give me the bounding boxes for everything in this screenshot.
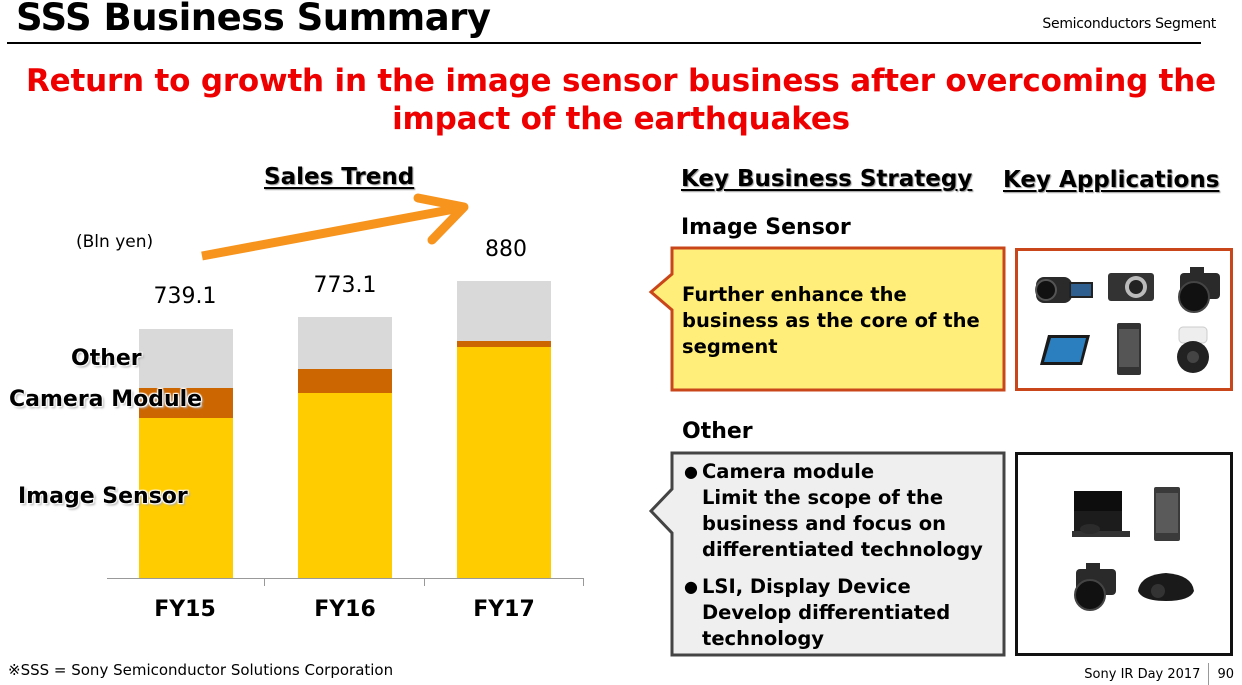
projector-icon bbox=[1138, 573, 1194, 601]
x-axis bbox=[107, 578, 584, 579]
series-label-image-sensor: Image Sensor bbox=[18, 484, 188, 509]
mirrorless-camera-icon bbox=[1074, 563, 1116, 611]
bar-segment-image-sensor bbox=[139, 418, 233, 579]
callout-shape bbox=[648, 246, 1006, 392]
image-sensor-applications bbox=[1015, 248, 1233, 391]
mirrorless-camera-icon bbox=[1178, 267, 1220, 313]
x-axis-tick bbox=[264, 578, 265, 586]
bullet-icon: ● bbox=[684, 577, 698, 596]
bar-total-fy16: 773.1 bbox=[313, 273, 377, 298]
smartphone-icon bbox=[1117, 323, 1141, 375]
category-label-fy17: FY17 bbox=[473, 597, 535, 622]
compact-camera-icon bbox=[1108, 273, 1154, 301]
sales-trend-heading: Sales Trend bbox=[264, 164, 415, 190]
event-name: Sony IR Day 2017 bbox=[1084, 666, 1201, 682]
bar-total-fy17: 880 bbox=[485, 237, 527, 262]
title-divider bbox=[7, 42, 1201, 44]
bar-fy16 bbox=[298, 317, 392, 579]
strategy-item-lsi-display: ● LSI, Display Device Develop differenti… bbox=[684, 575, 951, 650]
headline: Return to growth in the image sensor bus… bbox=[0, 62, 1242, 138]
footer-divider bbox=[1208, 663, 1210, 685]
series-label-other: Other bbox=[71, 346, 142, 371]
bar-total-fy15: 739.1 bbox=[153, 284, 217, 309]
bar-segment-image-sensor bbox=[457, 347, 551, 579]
page-number: 90 bbox=[1217, 666, 1234, 682]
security-camera-icon bbox=[1177, 326, 1209, 373]
bar-fy15 bbox=[139, 328, 233, 579]
other-strategy-text: ● Camera module Limit the scope of the b… bbox=[684, 459, 983, 652]
footnote: ※SSS = Sony Semiconductor Solutions Corp… bbox=[8, 661, 394, 679]
callout-shape bbox=[648, 451, 1006, 657]
page-title: SSS Business Summary bbox=[16, 0, 491, 39]
key-business-strategy-heading: Key Business Strategy bbox=[681, 166, 973, 192]
segment-label: Semiconductors Segment bbox=[1042, 16, 1216, 32]
image-sensor-subheading: Image Sensor bbox=[681, 215, 851, 240]
image-sensor-strategy-callout: Further enhance the business as the core… bbox=[648, 246, 1008, 393]
bar-segment-other bbox=[298, 317, 392, 370]
bar-segment-camera-module bbox=[298, 369, 392, 394]
headline-line-1: Return to growth in the image sensor bus… bbox=[25, 63, 1216, 99]
bar-fy17 bbox=[457, 281, 551, 579]
category-label-fy16: FY16 bbox=[314, 597, 376, 622]
other-subheading: Other bbox=[682, 419, 753, 444]
key-applications-heading: Key Applications bbox=[1003, 167, 1220, 193]
x-axis-tick bbox=[424, 578, 425, 586]
trend-arrow-icon bbox=[201, 193, 469, 261]
other-applications bbox=[1015, 452, 1233, 656]
tablet-icon bbox=[1040, 335, 1090, 365]
footer-info: Sony IR Day 2017 90 bbox=[1084, 663, 1234, 685]
x-axis-tick bbox=[583, 578, 584, 586]
strategy-item-camera-module: ● Camera module Limit the scope of the b… bbox=[684, 460, 983, 561]
bar-segment-camera-module bbox=[139, 387, 233, 419]
unit-label: (Bln yen) bbox=[76, 232, 154, 252]
image-sensor-strategy-text: Further enhance the business as the core… bbox=[682, 283, 980, 358]
bar-segment-other bbox=[139, 328, 233, 388]
bullet-icon: ● bbox=[684, 462, 698, 481]
bar-segment-image-sensor bbox=[298, 393, 392, 579]
bar-segment-camera-module bbox=[457, 340, 551, 348]
game-console-icon bbox=[1072, 491, 1130, 537]
camcorder-icon bbox=[1035, 277, 1093, 303]
headline-line-2: impact of the earthquakes bbox=[392, 101, 850, 137]
series-label-camera-module: Camera Module bbox=[9, 387, 203, 412]
category-label-fy15: FY15 bbox=[154, 597, 216, 622]
bar-segment-other bbox=[457, 281, 551, 341]
smartphone-icon bbox=[1154, 487, 1180, 541]
other-strategy-callout: ● Camera module Limit the scope of the b… bbox=[648, 451, 1008, 658]
